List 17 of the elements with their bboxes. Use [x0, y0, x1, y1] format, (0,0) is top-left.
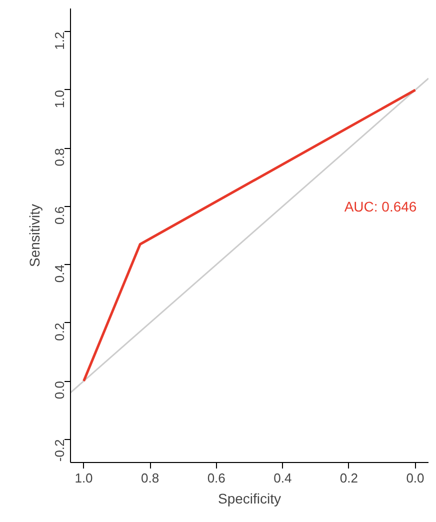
x-tick-label: 0.8: [141, 470, 160, 486]
y-tick-label: 0.2: [52, 322, 67, 341]
y-tick-label: 0.6: [52, 206, 67, 224]
x-tick-label: 0.2: [340, 470, 358, 486]
y-tick-label: 1.0: [52, 90, 67, 108]
y-tick-label: 1.2: [52, 32, 67, 50]
x-tick-label: 0.6: [207, 470, 226, 486]
annotation: AUC: 0.646: [344, 198, 417, 214]
x-tick-label: 1.0: [74, 470, 93, 486]
y-tick-label: 0.0: [52, 381, 67, 400]
y-tick-label: 0.4: [52, 264, 67, 283]
x-axis-title: Specificity: [218, 490, 282, 506]
y-axis-title: Sensitivity: [26, 204, 42, 268]
y-tick-label: 0.8: [52, 148, 67, 166]
y-tick-label: -0.2: [52, 439, 67, 462]
x-tick-label: 0.0: [406, 470, 424, 486]
x-tick-label: 0.4: [274, 470, 292, 486]
